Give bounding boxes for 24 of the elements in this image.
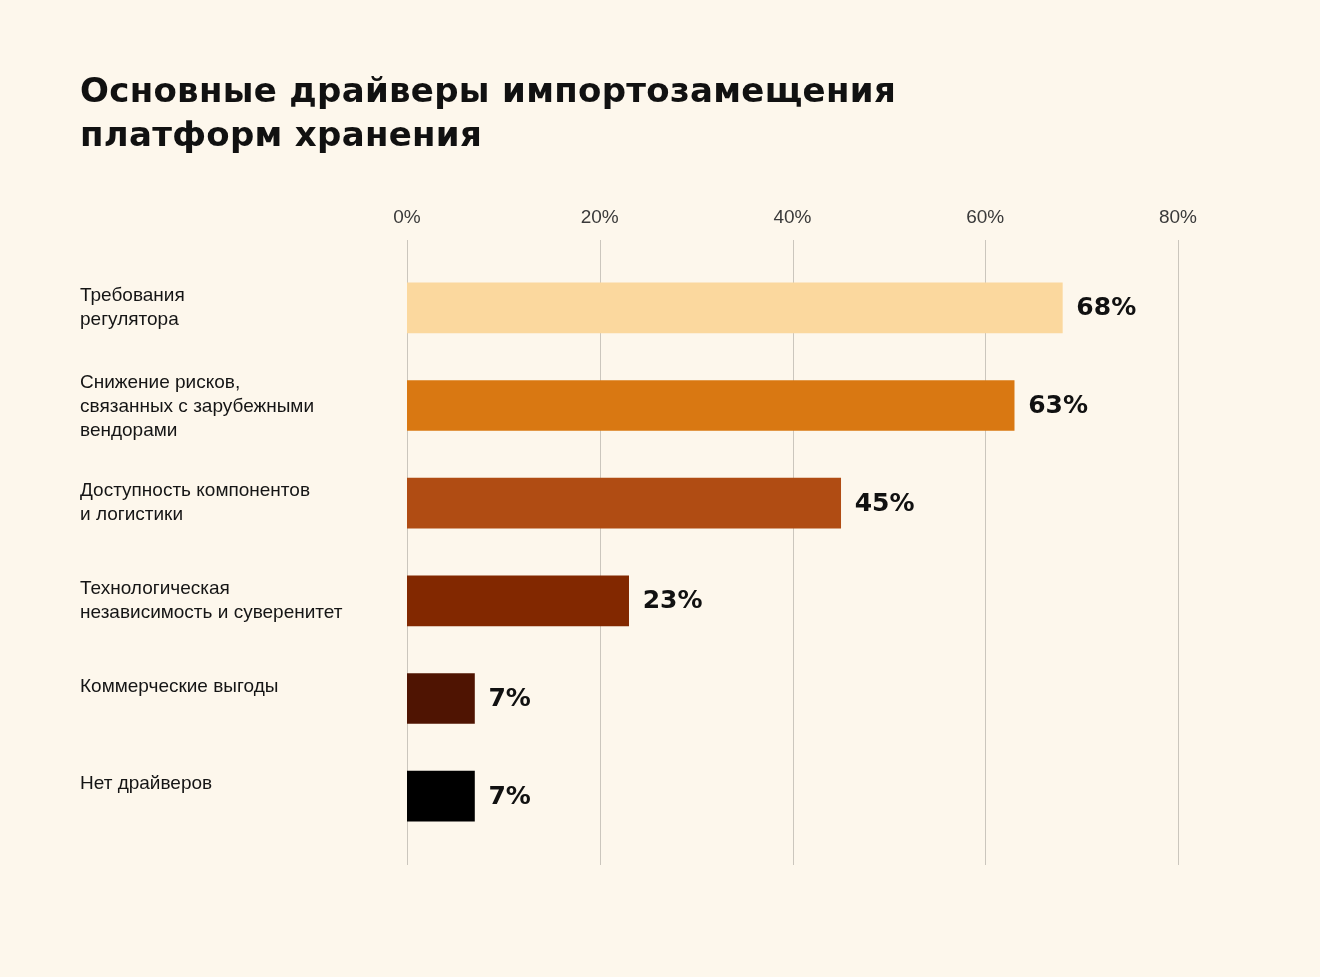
y-tick-label: Нет драйверов bbox=[80, 772, 213, 794]
x-tick-label: 0% bbox=[393, 205, 421, 227]
x-tick-label: 60% bbox=[966, 205, 1005, 227]
y-tick-label: Технологическая независимость и суверенитет bbox=[80, 577, 343, 623]
x-tick-label: 40% bbox=[773, 205, 812, 227]
y-tick-label: Снижение рисков, связанных с зарубежными вендорами bbox=[80, 370, 315, 440]
bar bbox=[407, 282, 1063, 334]
bar bbox=[407, 673, 475, 724]
data-label: 68% bbox=[1076, 292, 1137, 322]
data-label: 63% bbox=[1028, 390, 1089, 419]
y-tick-label: Доступность компонентов и логистики bbox=[80, 479, 311, 525]
data-label: 45% bbox=[854, 487, 915, 517]
y-tick-label: Коммерческие выгоды bbox=[80, 674, 279, 696]
x-tick-label: 80% bbox=[1158, 205, 1198, 227]
chart-title: Основные драйверы импортозамещения платформ хранения bbox=[80, 69, 898, 156]
x-tick-label: 20% bbox=[580, 205, 619, 227]
bar bbox=[407, 575, 629, 627]
y-tick-label: Требования регулятора bbox=[80, 284, 185, 330]
bar bbox=[407, 770, 475, 822]
data-label: 7% bbox=[488, 780, 531, 810]
data-label: 7% bbox=[488, 683, 531, 712]
data-label: 23% bbox=[642, 585, 703, 615]
bar bbox=[407, 380, 1015, 431]
bar bbox=[407, 477, 842, 529]
